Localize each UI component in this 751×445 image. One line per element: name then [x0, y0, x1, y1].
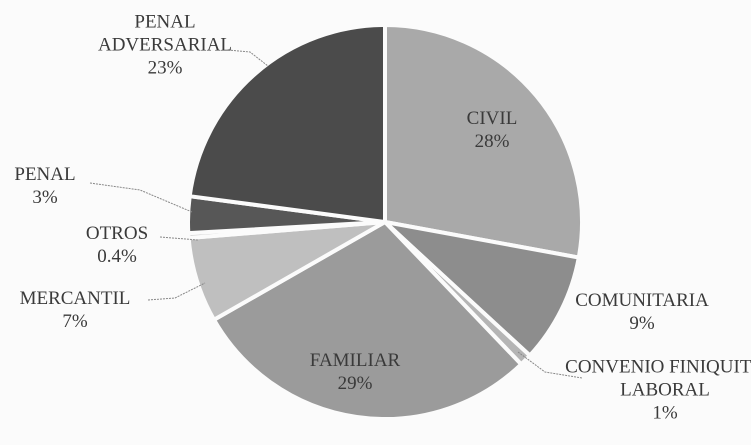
- category-label: OTROS: [85, 223, 149, 244]
- category-label: MERCANTIL: [19, 288, 131, 309]
- slice-label: OTROS 0.4%: [67, 222, 167, 268]
- value-label: 0.4%: [97, 246, 137, 267]
- slice-label: MERCANTIL 7%: [0, 287, 155, 333]
- value-label: 23%: [147, 57, 183, 79]
- leader-line: [89, 182, 193, 213]
- category-label: FAMILIAR: [309, 350, 401, 371]
- leader-line: [147, 282, 206, 301]
- slice-label: PENAL ADVERSARIAL 23%: [80, 11, 250, 80]
- slice-label: CIVIL 28%: [432, 107, 552, 153]
- pie-slice: [187, 22, 387, 225]
- pie-slice: [211, 219, 525, 421]
- pie-slice: [378, 218, 582, 359]
- leader-line: [517, 351, 583, 379]
- value-label: 28%: [474, 131, 510, 152]
- value-label: 7%: [62, 311, 88, 332]
- pie-slice: [383, 22, 584, 260]
- category-label: PENAL ADVERSARIAL: [97, 11, 233, 56]
- slice-label: CONVENIO FINIQUITO LABORAL 1%: [565, 356, 751, 425]
- slice-label: FAMILIAR 29%: [285, 349, 425, 395]
- leader-line: [159, 236, 199, 241]
- value-label: 29%: [337, 373, 373, 394]
- slice-label: COMUNITARIA 9%: [562, 289, 722, 335]
- value-label: 9%: [629, 313, 655, 334]
- value-label: 3%: [32, 187, 58, 208]
- leader-line: [227, 49, 269, 67]
- category-label: CONVENIO FINIQUITO LABORAL: [565, 356, 751, 401]
- category-label: COMUNITARIA: [575, 290, 709, 311]
- category-label: PENAL: [14, 164, 76, 185]
- value-label: 1%: [652, 402, 678, 424]
- category-label: CIVIL: [466, 108, 518, 129]
- slice-label: PENAL 3%: [0, 163, 95, 209]
